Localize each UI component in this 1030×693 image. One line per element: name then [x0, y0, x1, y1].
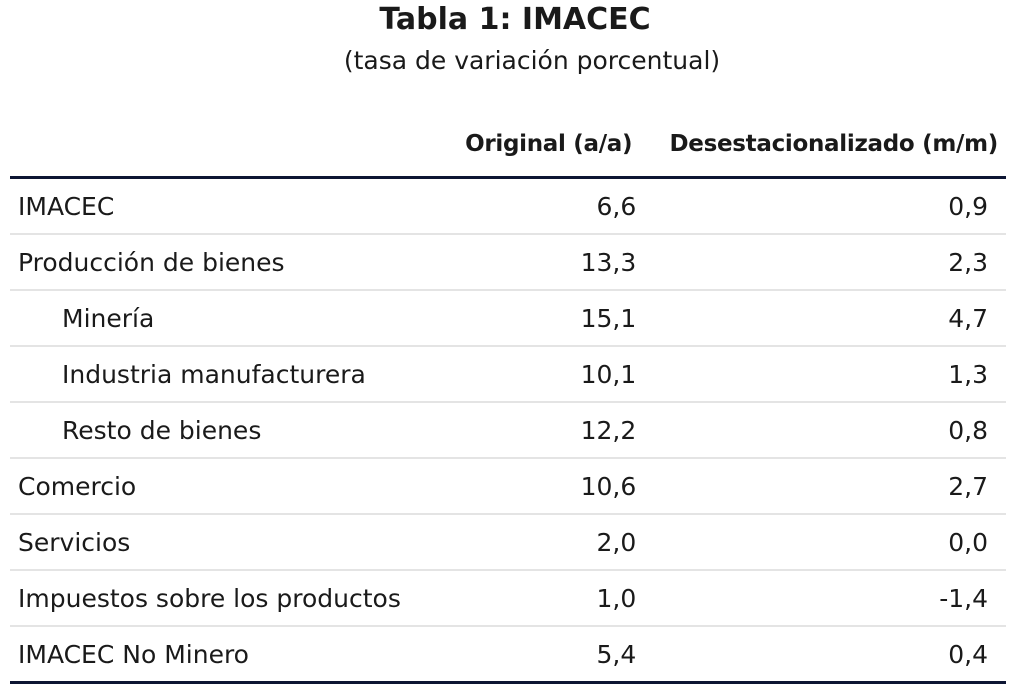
- header-row: Original (a/a) Desestacionalizado (m/m): [10, 112, 1006, 179]
- original-value: 5,4: [408, 626, 641, 684]
- original-value: 15,1: [408, 290, 641, 347]
- table-row: Minería 15,1 4,7: [10, 290, 1006, 347]
- desestacionalizado-value: 4,7: [640, 290, 1006, 347]
- table-row: Impuestos sobre los productos 1,0 -1,4: [10, 570, 1006, 627]
- desestacionalizado-value: 0,9: [640, 177, 1006, 235]
- desestacionalizado-value: 1,3: [640, 346, 1006, 403]
- column-header-label: [10, 112, 409, 179]
- row-label: IMACEC: [10, 177, 409, 235]
- original-value: 6,6: [408, 177, 641, 235]
- table-row: IMACEC No Minero 5,4 0,4: [10, 626, 1006, 684]
- row-label: Servicios: [10, 514, 409, 571]
- desestacionalizado-value: 2,7: [640, 458, 1006, 515]
- row-label: Producción de bienes: [10, 234, 409, 291]
- column-header-desestacionalizado: Desestacionalizado (m/m): [640, 112, 1006, 179]
- desestacionalizado-value: 0,4: [640, 626, 1006, 684]
- original-value: 10,1: [408, 346, 641, 403]
- original-value: 13,3: [408, 234, 641, 291]
- row-label: Industria manufacturera: [10, 346, 409, 403]
- row-label: Comercio: [10, 458, 409, 515]
- table-row: Producción de bienes 13,3 2,3: [10, 234, 1006, 291]
- original-value: 2,0: [408, 514, 641, 571]
- imacec-table: Original (a/a) Desestacionalizado (m/m) …: [10, 112, 1006, 684]
- original-value: 1,0: [408, 570, 641, 627]
- row-label: IMACEC No Minero: [10, 626, 409, 684]
- table-row: Servicios 2,0 0,0: [10, 514, 1006, 571]
- original-value: 12,2: [408, 402, 641, 459]
- table-row: Industria manufacturera 10,1 1,3: [10, 346, 1006, 403]
- table-row: Comercio 10,6 2,7: [10, 458, 1006, 515]
- desestacionalizado-value: 0,8: [640, 402, 1006, 459]
- row-label: Minería: [10, 290, 409, 347]
- desestacionalizado-value: 2,3: [640, 234, 1006, 291]
- column-header-original: Original (a/a): [408, 112, 641, 179]
- desestacionalizado-value: 0,0: [640, 514, 1006, 571]
- table-row: Resto de bienes 12,2 0,8: [10, 402, 1006, 459]
- row-label: Resto de bienes: [10, 402, 409, 459]
- desestacionalizado-value: -1,4: [640, 570, 1006, 627]
- table-row: IMACEC 6,6 0,9: [10, 177, 1006, 235]
- table-title: Tabla 1: IMACEC: [379, 2, 651, 37]
- row-label: Impuestos sobre los productos: [10, 570, 409, 627]
- original-value: 10,6: [408, 458, 641, 515]
- table-subtitle: (tasa de variación porcentual): [343, 46, 721, 75]
